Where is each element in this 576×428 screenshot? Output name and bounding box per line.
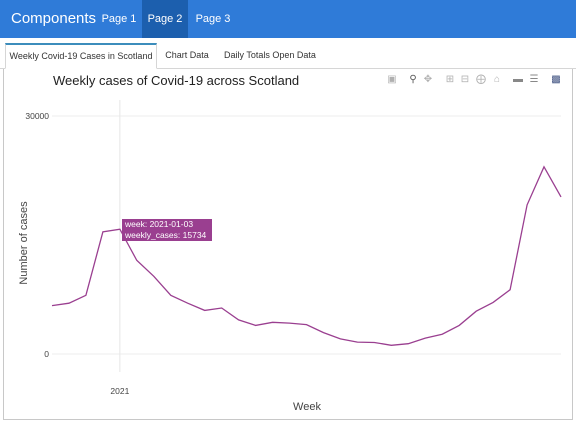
plotly-logo-icon[interactable]: ▩ (551, 74, 561, 85)
camera-icon[interactable]: ▣ (387, 74, 397, 85)
zoom-icon[interactable]: ⚲ (409, 74, 417, 85)
x-tick-label-2021: 2021 (110, 386, 129, 396)
y-tick-label-0: 0 (44, 349, 49, 359)
compare-hover-icon[interactable]: ▬ (513, 74, 523, 85)
hover-tooltip: week: 2021-01-03 weekly_cases: 15734 (122, 219, 212, 241)
pan-icon[interactable]: ✥ (423, 74, 433, 85)
nav-item-page3[interactable]: Page 3 (195, 13, 231, 25)
y-axis-label: Number of cases (18, 201, 30, 285)
tab-panel (3, 69, 573, 420)
y-tick-label-30000: 30000 (25, 111, 49, 121)
tab-bar: Weekly Covid-19 Cases in Scotland Chart … (0, 43, 576, 69)
x-axis-label: Week (293, 401, 321, 413)
autoscale-icon[interactable]: ⨁ (476, 74, 486, 85)
tab-chart-data[interactable]: Chart Data (165, 50, 209, 60)
brand-title[interactable]: Components (11, 10, 97, 27)
series-line (51, 165, 562, 346)
tab-weekly-cases[interactable]: Weekly Covid-19 Cases in Scotland (5, 43, 157, 69)
nav-item-page1[interactable]: Page 1 (101, 13, 137, 25)
reset-axes-icon[interactable]: ⌂ (493, 74, 501, 85)
navbar: Components Page 1 Page 2 Page 3 (0, 0, 576, 38)
tooltip-cases: weekly_cases: 15734 (125, 230, 207, 240)
closest-hover-icon[interactable]: ☰ (529, 74, 539, 85)
zoom-out-icon[interactable]: ⊟ (460, 74, 470, 85)
tooltip-week: week: 2021-01-03 (125, 219, 194, 229)
chart-title: Weekly cases of Covid-19 across Scotland (53, 73, 300, 88)
nav-item-page2[interactable]: Page 2 (142, 0, 188, 38)
zoom-in-icon[interactable]: ⊞ (445, 74, 455, 85)
tab-daily-totals[interactable]: Daily Totals Open Data (224, 50, 316, 60)
